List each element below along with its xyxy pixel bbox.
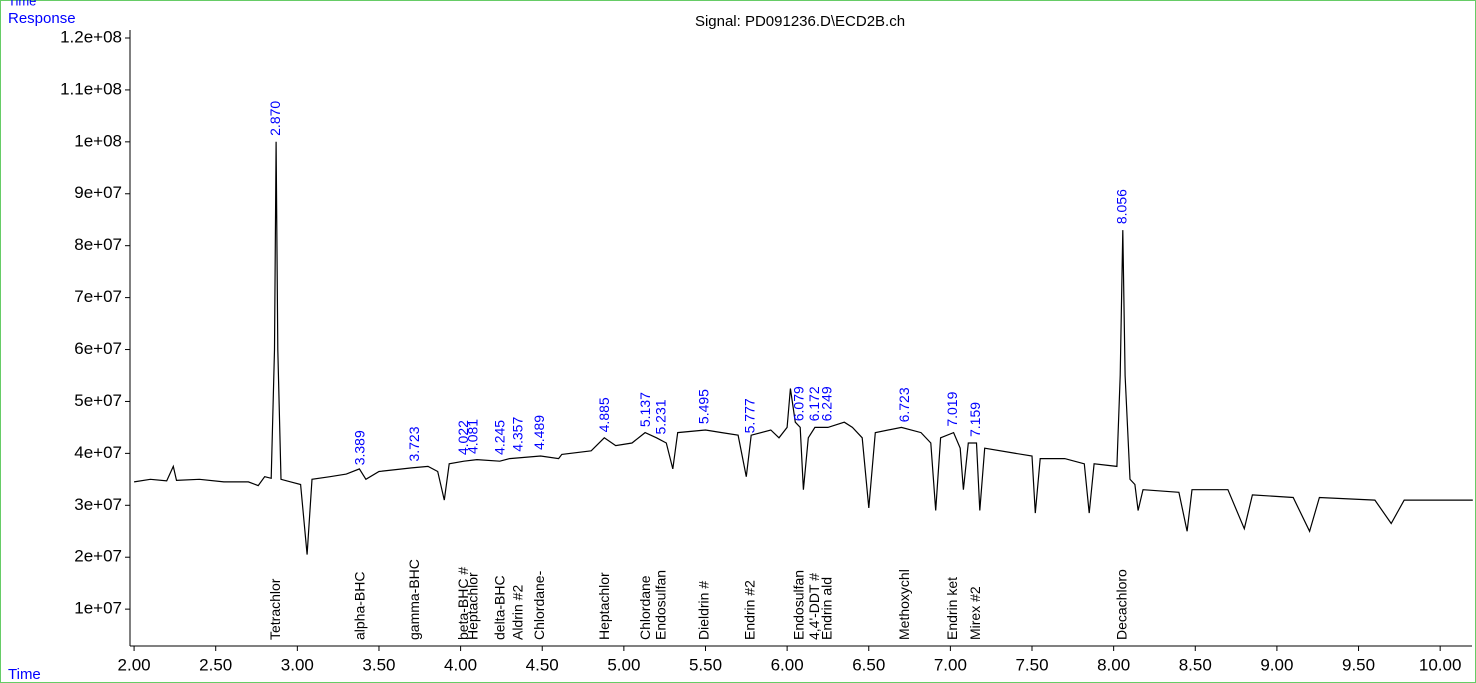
compound-name: Endrin #2: [741, 580, 757, 640]
x-tick-label: 7.50: [1015, 655, 1048, 674]
peak-time-label: 5.777: [741, 398, 757, 433]
y-tick-label: 6e+07: [74, 339, 122, 358]
x-tick-label: 8.50: [1179, 655, 1212, 674]
y-axis-label: Response: [8, 10, 76, 27]
compound-name: Chlordane: [637, 575, 653, 640]
x-tick-label: 9.00: [1260, 655, 1293, 674]
compound-name: delta-BHC: [491, 575, 507, 640]
peak-time-label: 4.081: [465, 419, 481, 454]
x-tick-label: 2.00: [118, 655, 151, 674]
compound-name: Mirex #2: [967, 586, 983, 640]
x-tick-label: 3.50: [362, 655, 395, 674]
peak-time-label: 3.389: [352, 430, 368, 465]
x-tick-label: 10.00: [1419, 655, 1462, 674]
peak-time-label: 4.357: [510, 417, 526, 452]
y-tick-label: 1e+07: [74, 599, 122, 618]
x-tick-label: 6.00: [771, 655, 804, 674]
y-tick-label: 1.1e+08: [60, 79, 122, 98]
compound-name: Dieldrin #: [695, 581, 711, 640]
compound-name: beta-BHC #: [455, 567, 471, 640]
x-tick-label: 5.50: [689, 655, 722, 674]
y-tick-label: 3e+07: [74, 495, 122, 514]
peak-time-label: 4.245: [491, 420, 507, 455]
compound-name: gamma-BHC: [406, 559, 422, 640]
compound-name: Tetrachlor: [267, 578, 283, 640]
compound-name: Chlordane-: [531, 570, 547, 640]
compound-name: Heptachlor: [465, 572, 481, 640]
x-tick-label: 5.00: [607, 655, 640, 674]
compound-name: Endrin ald: [818, 577, 834, 640]
compound-name: Heptachlor: [596, 572, 612, 640]
peak-time-label: 6.172: [806, 386, 822, 421]
peak-time-label: 3.723: [406, 426, 422, 461]
peak-time-label: 4.885: [596, 397, 612, 432]
compound-name: Endosulfan: [791, 570, 807, 640]
peak-time-label: 7.159: [967, 402, 983, 437]
compound-name: Aldrin #2: [510, 585, 526, 640]
peak-time-label: 6.079: [791, 386, 807, 421]
peak-time-label: 4.022: [455, 420, 471, 455]
peak-time-label: 6.249: [818, 386, 834, 421]
compound-name: 4,4'-DDT #: [806, 573, 822, 640]
corner-label: Time: [8, 0, 36, 8]
x-tick-label: 7.00: [934, 655, 967, 674]
y-tick-label: 1.2e+08: [60, 27, 122, 46]
x-tick-label: 8.00: [1097, 655, 1130, 674]
y-tick-label: 2e+07: [74, 547, 122, 566]
y-tick-label: 1e+08: [74, 131, 122, 150]
x-tick-label: 4.00: [444, 655, 477, 674]
peak-time-label: 5.137: [637, 392, 653, 427]
peak-time-label: 4.489: [531, 415, 547, 450]
peak-time-label: 2.870: [267, 101, 283, 136]
peak-time-label: 5.495: [695, 389, 711, 424]
y-tick-label: 8e+07: [74, 235, 122, 254]
compound-name: Endosulfan: [652, 570, 668, 640]
chart-title: Signal: PD091236.D\ECD2B.ch: [695, 13, 905, 30]
compound-name: Endrin ket: [944, 577, 960, 640]
x-tick-label: 2.50: [199, 655, 232, 674]
signal-trace: [134, 141, 1473, 555]
x-tick-label: 6.50: [852, 655, 885, 674]
peak-time-label: 8.056: [1113, 189, 1129, 224]
y-tick-label: 7e+07: [74, 287, 122, 306]
x-tick-label: 3.00: [281, 655, 314, 674]
x-tick-label: 4.50: [526, 655, 559, 674]
compound-name: Methoxychl: [896, 569, 912, 640]
x-tick-label: 9.50: [1342, 655, 1375, 674]
compound-name: alpha-BHC: [352, 572, 368, 640]
compound-name: Decachloro: [1113, 569, 1129, 640]
peak-time-label: 6.723: [896, 387, 912, 422]
peak-time-label: 7.019: [944, 391, 960, 426]
y-tick-label: 5e+07: [74, 391, 122, 410]
y-tick-label: 4e+07: [74, 443, 122, 462]
x-axis-label: Time: [8, 666, 41, 683]
y-tick-label: 9e+07: [74, 183, 122, 202]
peak-time-label: 5.231: [652, 399, 668, 434]
